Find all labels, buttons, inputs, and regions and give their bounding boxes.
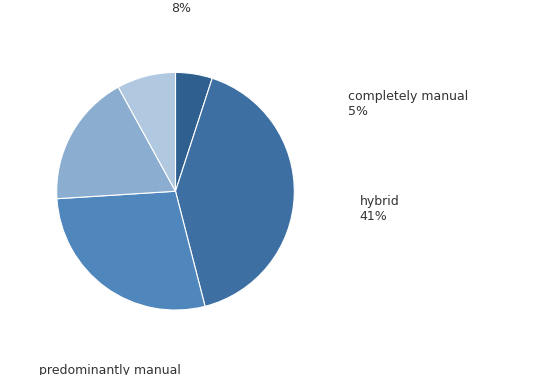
Wedge shape: [118, 72, 176, 191]
Text: predominantly manual
28%: predominantly manual 28%: [39, 363, 181, 375]
Text: highly automated
8%: highly automated 8%: [126, 0, 237, 15]
Wedge shape: [176, 72, 212, 191]
Text: hybrid
41%: hybrid 41%: [360, 195, 400, 223]
Wedge shape: [57, 191, 205, 310]
Text: completely manual
5%: completely manual 5%: [348, 90, 468, 118]
Wedge shape: [176, 78, 294, 306]
Wedge shape: [57, 87, 176, 199]
